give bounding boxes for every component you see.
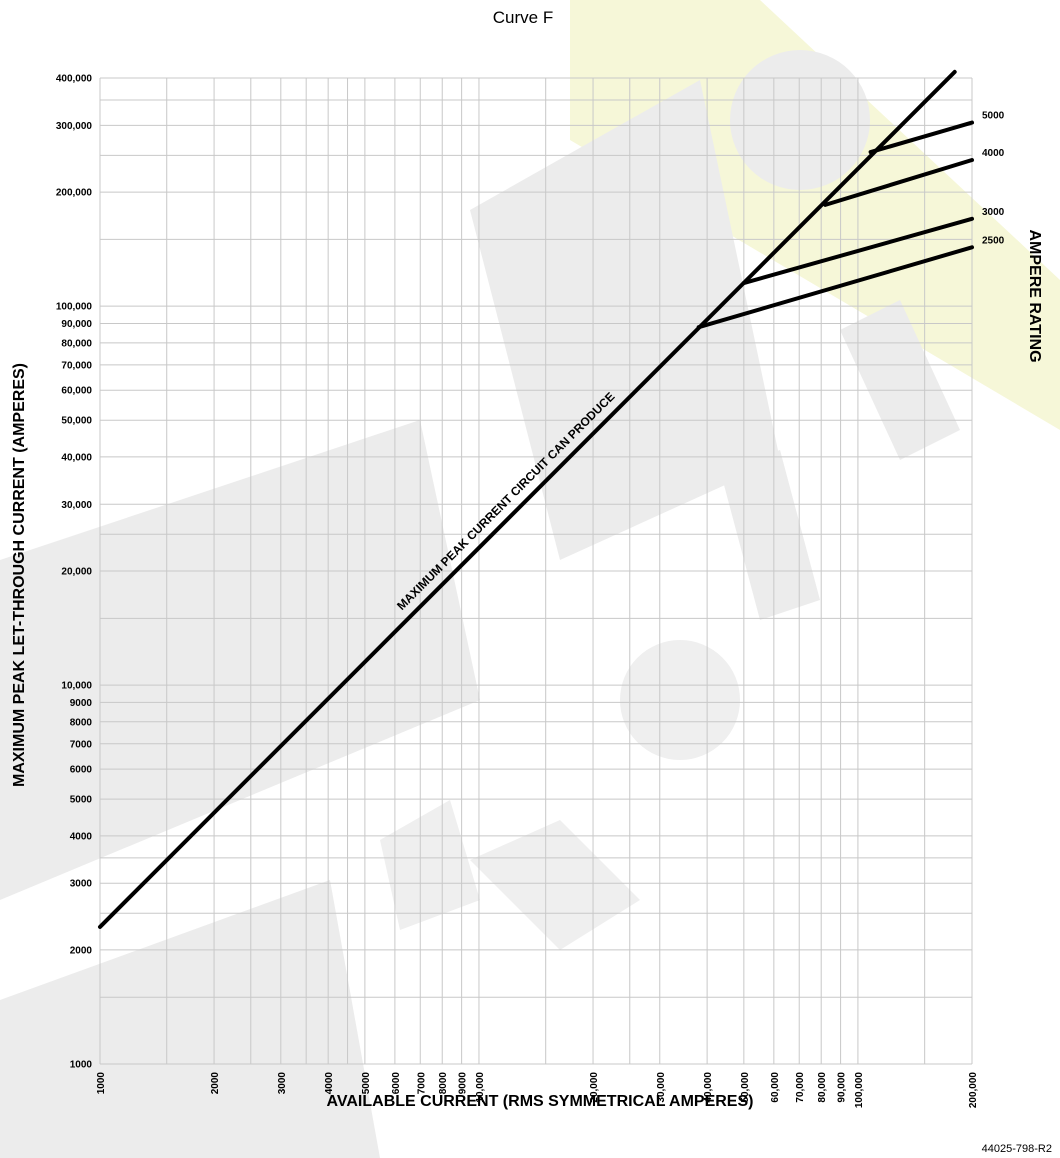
y-tick-label: 50,000 — [61, 416, 92, 427]
watermark-letter-g — [620, 640, 740, 760]
y-tick-label: 100,000 — [56, 302, 93, 313]
chart-title: Curve F — [493, 8, 553, 27]
y-tick-label: 70,000 — [61, 360, 92, 371]
y-tick-label: 40,000 — [61, 452, 92, 463]
x-tick-label: 8000 — [438, 1072, 449, 1095]
x-tick-label: 5000 — [361, 1072, 372, 1095]
y-tick-label: 10,000 — [61, 681, 92, 692]
y-axis-ticks: 1000 2000 3000 4000 5000 6000 7000 8000 9000 10,0… — [56, 74, 93, 1071]
y-tick-label: 8000 — [70, 717, 93, 728]
y-tick-label: 30,000 — [61, 500, 92, 511]
x-tick-label: 2000 — [210, 1072, 221, 1095]
x-tick-label: 3000 — [277, 1072, 288, 1095]
x-tick-label: 20,000 — [589, 1072, 600, 1103]
rating-2500-line — [696, 245, 974, 330]
rating-4000-line — [823, 158, 974, 207]
y-tick-label: 90,000 — [61, 319, 92, 330]
y-tick-label: 80,000 — [61, 338, 92, 349]
x-tick-label: 50,000 — [740, 1072, 751, 1103]
rating-3000-line — [741, 216, 974, 286]
rating-label-5000: 5000 — [982, 111, 1005, 122]
y-tick-label: 400,000 — [56, 74, 93, 85]
x-tick-label: 30,000 — [656, 1072, 667, 1103]
max-peak-current-line — [98, 69, 957, 929]
x-tick-label: 70,000 — [795, 1072, 806, 1103]
x-tick-label: 90,000 — [837, 1072, 848, 1103]
y-tick-label: 9000 — [70, 698, 93, 709]
x-tick-label: 80,000 — [817, 1072, 828, 1103]
drawing-number: 44025-798-R2 — [982, 1143, 1052, 1155]
x-tick-label: 7000 — [416, 1072, 427, 1095]
watermark-band-2 — [0, 880, 380, 1158]
rating-5000-line — [868, 120, 974, 155]
y-tick-label: 20,000 — [61, 567, 92, 578]
x-tick-label: 60,000 — [770, 1072, 781, 1103]
y-tick-label: 3000 — [70, 879, 93, 890]
y-tick-label: 2000 — [70, 945, 93, 956]
y-tick-label: 200,000 — [56, 188, 93, 199]
x-tick-label: 9000 — [458, 1072, 469, 1095]
x-tick-label: 1000 — [96, 1072, 107, 1095]
x-tick-label: 6000 — [391, 1072, 402, 1095]
y-tick-label: 4000 — [70, 831, 93, 842]
rating-label-2500: 2500 — [982, 235, 1005, 246]
watermark-letter-h — [470, 820, 640, 950]
y-tick-label: 60,000 — [61, 386, 92, 397]
grid — [99, 77, 973, 1065]
rating-label-4000: 4000 — [982, 148, 1005, 159]
y-tick-label: 1000 — [70, 1060, 93, 1071]
x-tick-label: 10,000 — [475, 1072, 486, 1103]
y-axis-title: MAXIMUM PEAK LET-THROUGH CURRENT (AMPERE… — [11, 363, 28, 787]
ampere-rating-title: AMPERE RATING — [1026, 229, 1043, 362]
rating-label-3000: 3000 — [982, 207, 1005, 218]
x-tick-label: 200,000 — [968, 1072, 979, 1109]
x-tick-label: 4000 — [324, 1072, 335, 1095]
watermark-gear — [730, 50, 870, 190]
watermark-letter-e — [720, 450, 820, 620]
watermark-band-1 — [0, 420, 480, 900]
x-axis-title: AVAILABLE CURRENT (RMS SYMMETRICAL AMPER… — [327, 1093, 754, 1110]
watermark-letter-c — [380, 800, 480, 930]
x-tick-label: 100,000 — [854, 1072, 865, 1109]
x-tick-label: 40,000 — [703, 1072, 714, 1103]
ampere-rating-labels: 2500 3000 4000 5000 — [982, 111, 1005, 247]
y-tick-label: 6000 — [70, 765, 93, 776]
series-lines — [98, 69, 974, 929]
x-axis-ticks: 1000 2000 3000 4000 5000 6000 7000 8000 9000 10,0… — [96, 1072, 979, 1109]
y-tick-label: 5000 — [70, 795, 93, 806]
y-tick-label: 300,000 — [56, 121, 93, 132]
y-tick-label: 7000 — [70, 739, 93, 750]
watermark-band-3 — [470, 80, 780, 560]
